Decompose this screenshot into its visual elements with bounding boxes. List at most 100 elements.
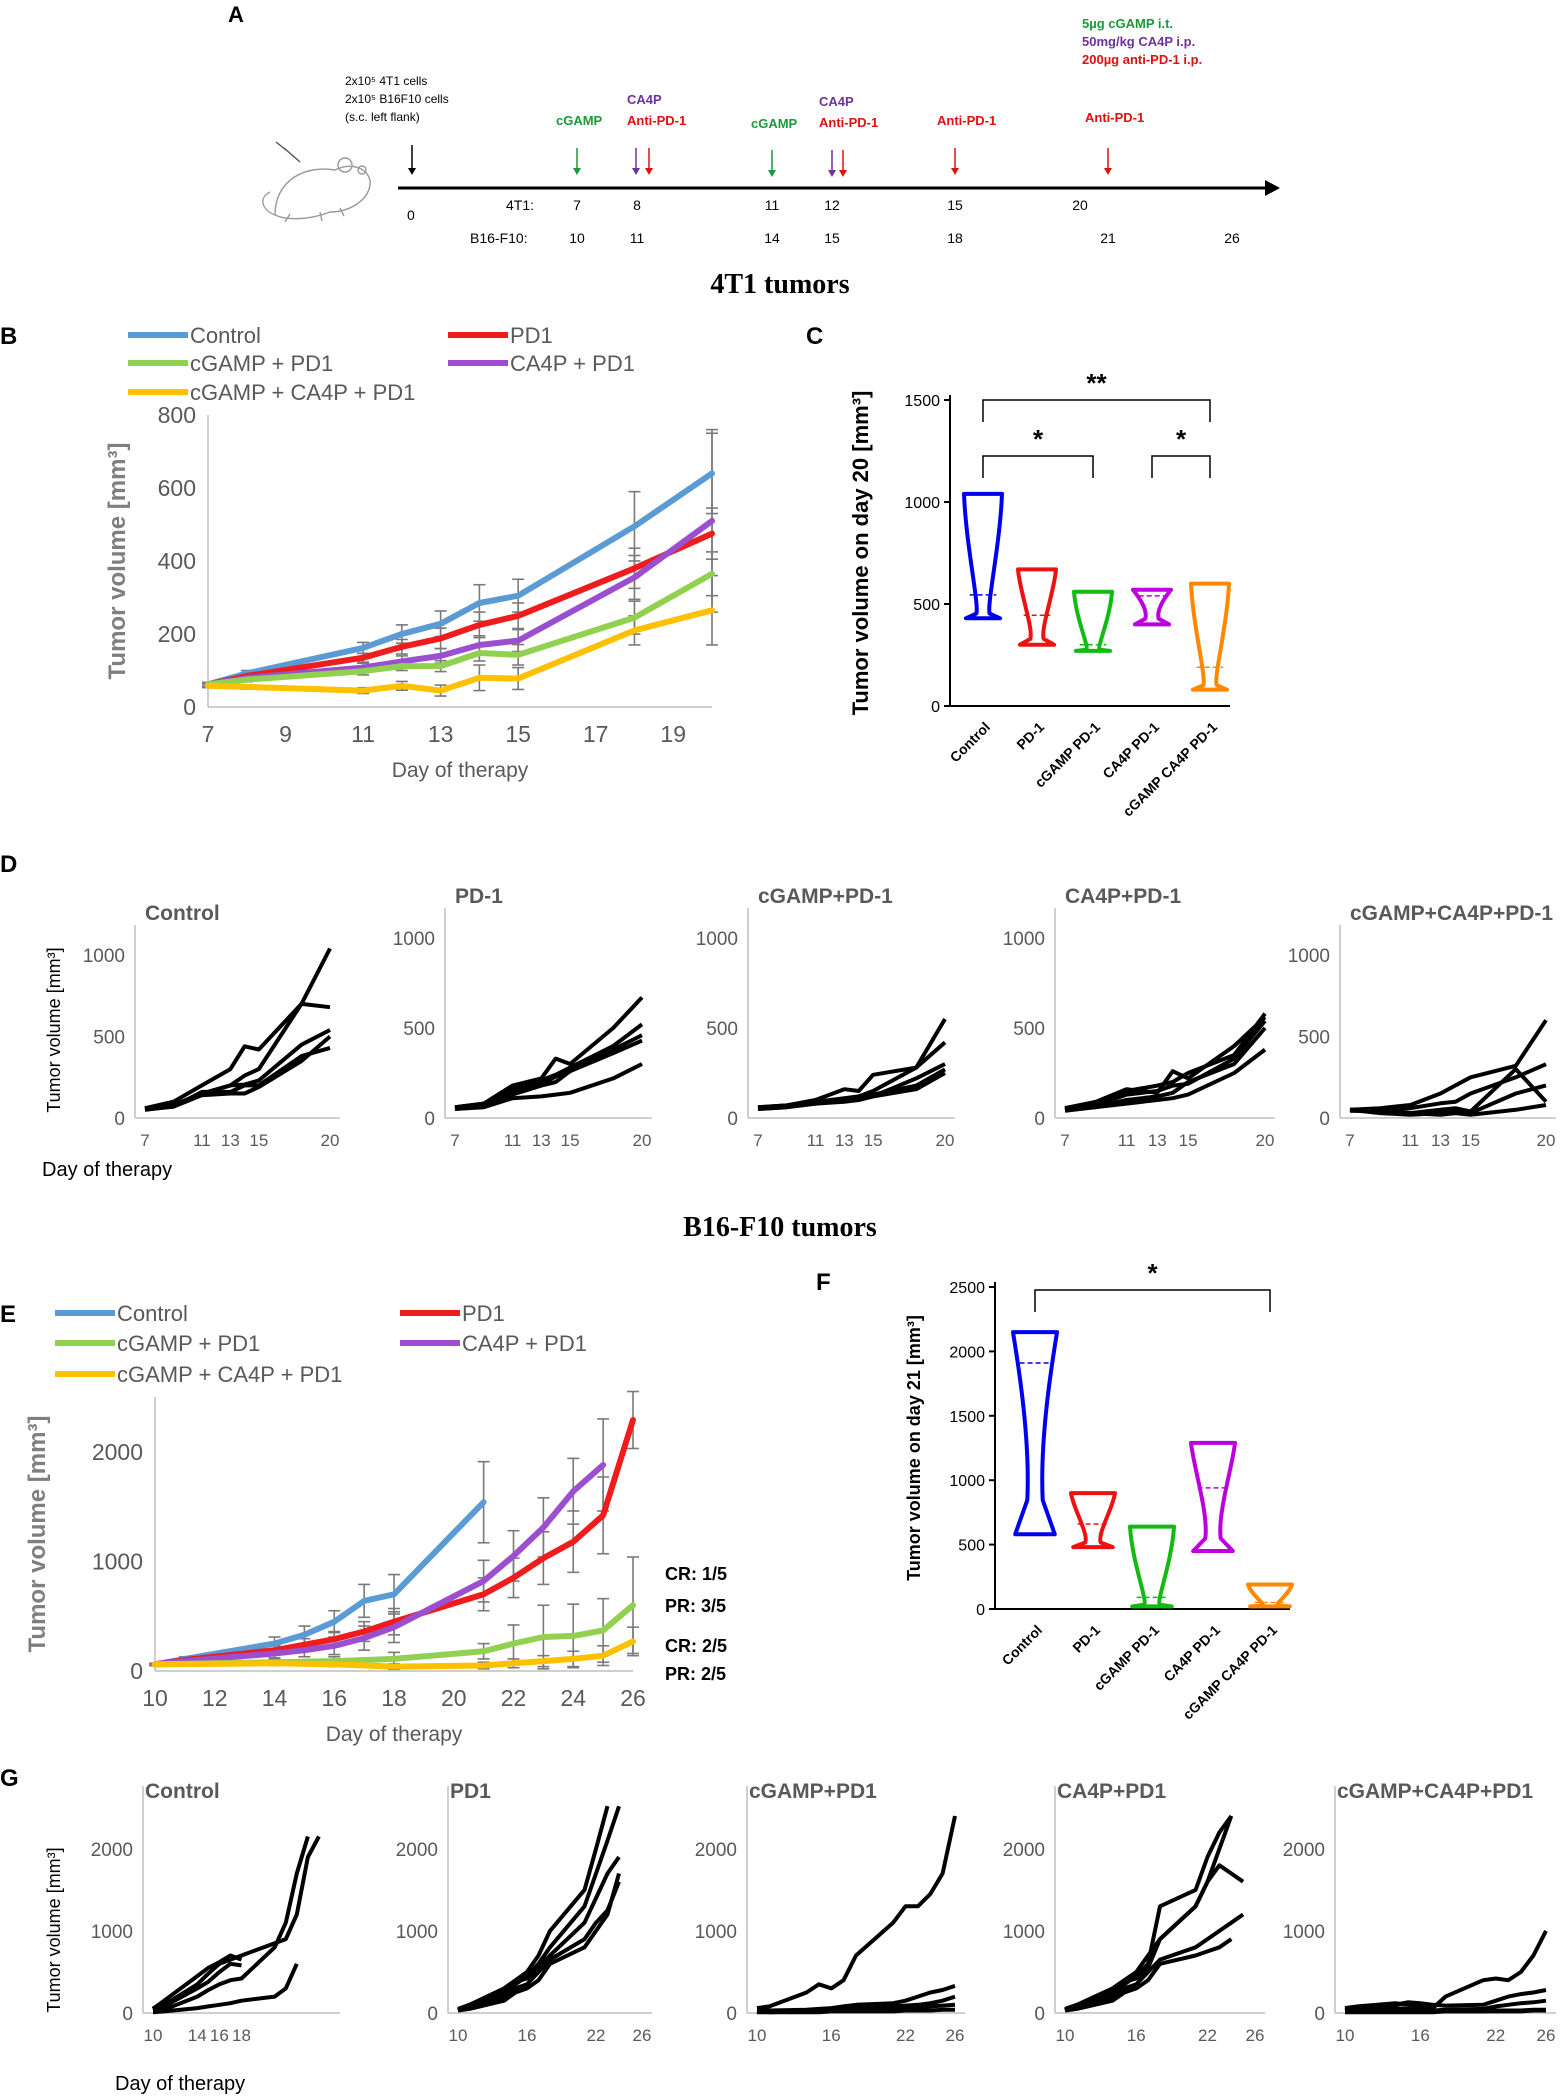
x-tick-label: 16	[822, 2026, 841, 2045]
x-tick-label: 22	[1486, 2026, 1505, 2045]
violin-3	[1131, 587, 1173, 627]
violin-3	[1189, 1440, 1237, 1554]
tumor-line	[1064, 1019, 1267, 1112]
violin-4	[1246, 1582, 1294, 1609]
y-tick-label: 0	[931, 699, 940, 716]
significance-bracket	[1034, 1289, 1271, 1312]
y-tick-label: 800	[158, 402, 196, 428]
panel-letter-a: A	[228, 2, 244, 27]
day-tick-b16: 14	[764, 230, 780, 246]
y-tick-label: 500	[1013, 1019, 1045, 1040]
y-tick-label: 500	[93, 1028, 125, 1049]
y-tick-label: 2000	[1003, 1840, 1045, 1861]
category-label: CA4P PD-1	[1099, 719, 1162, 782]
tumor-line	[152, 1962, 299, 2015]
y-tick-label: 0	[122, 2004, 133, 2025]
x-tick-label: 10	[144, 2026, 163, 2045]
timeline-arrowhead	[1265, 180, 1280, 196]
significance-bracket	[982, 399, 1211, 422]
x-tick-label: 7	[202, 721, 215, 747]
violin-2	[1128, 1524, 1176, 1609]
y-tick-label: 200	[158, 621, 196, 647]
x-tick-label: 14	[188, 2026, 207, 2045]
x-tick-label: 7	[1060, 1131, 1069, 1150]
tumor-line	[757, 2007, 955, 2015]
cr-pr-annotation: CR: 2/5	[665, 1636, 727, 1656]
day-tick-b16: 10	[569, 230, 585, 246]
y-tick-label: 1000	[1283, 1922, 1325, 1943]
spider-panel-0: Control 0 1000 2000 10 14 16 18	[91, 1780, 340, 2045]
y-tick-label: 1000	[1003, 1922, 1045, 1943]
injection-arrows	[408, 145, 1112, 177]
legend-entry: cGAMP + CA4P + PD1	[190, 380, 415, 405]
x-tick-label: 13	[532, 1131, 551, 1150]
day-tick-b16: 15	[824, 230, 840, 246]
x-tick-label: 14	[262, 1685, 288, 1711]
x-tick-label: 22	[1198, 2026, 1217, 2045]
y-tick-label: 500	[958, 1538, 985, 1555]
day-tick-4t1: 11	[765, 197, 780, 213]
x-tick-label: 15	[1461, 1131, 1480, 1150]
x-tick-label: 13	[221, 1131, 240, 1150]
panel-a: A 5µg cGAMP i.t. 50mg/kg CA4P i.p. 200µg…	[228, 2, 1280, 246]
spider-panel-3: CA4P+PD1 0 1000 2000 10 16 22 26	[1003, 1780, 1265, 2045]
violin-4	[1189, 581, 1231, 692]
x-tick-label: 18	[381, 1685, 407, 1711]
y-tick-label: 2000	[91, 1840, 133, 1861]
panel-f-violin-chart: 0 500 1000 1500 2000 2500 Tumor volume on day …	[904, 1258, 1294, 1722]
day-tick-b16: 11	[630, 230, 645, 246]
x-tick-label: 15	[1179, 1131, 1198, 1150]
y-tick-label: 0	[114, 1109, 125, 1130]
significance-label: *	[1176, 424, 1187, 454]
label-ca4p-1: CA4P	[627, 92, 662, 107]
tumor-line	[757, 1071, 946, 1111]
x-tick-label: 7	[450, 1131, 459, 1150]
spider-panel-0: Control 0 500 1000 7 11 13 15 20	[83, 902, 340, 1150]
y-axis-title: Tumor volume [mm³]	[44, 947, 64, 1112]
x-tick-label: 11	[504, 1131, 522, 1150]
x-tick-label: 19	[660, 721, 686, 747]
y-tick-label: 0	[130, 1658, 143, 1684]
y-tick-label: 1500	[949, 1409, 985, 1426]
tumor-line	[1344, 1988, 1547, 2012]
tumor-line	[144, 1028, 331, 1112]
x-tick-label: 17	[583, 721, 609, 747]
spider-title: CA4P+PD1	[1057, 1780, 1166, 1803]
x-tick-label: 11	[1401, 1131, 1419, 1150]
spider-title: CA4P+PD-1	[1065, 885, 1181, 908]
label-ca4p-2: CA4P	[819, 94, 854, 109]
cells-line-3: (s.c. left flank)	[345, 110, 420, 124]
y-tick-label: 2000	[1283, 1840, 1325, 1861]
y-tick-label: 0	[1319, 1109, 1330, 1130]
y-tick-label: 1000	[695, 1922, 737, 1943]
y-tick-label: 0	[427, 2004, 438, 2025]
violin-1	[1069, 1491, 1117, 1550]
tumor-line	[457, 1880, 621, 2012]
y-tick-label: 0	[424, 1109, 435, 1130]
series-line-control	[205, 470, 715, 688]
x-tick-label: 10	[1056, 2026, 1075, 2045]
label-antipd1-3: Anti-PD-1	[937, 113, 996, 128]
cr-pr-annotation: PR: 2/5	[665, 1664, 726, 1684]
day-tick-b16: 21	[1100, 230, 1116, 246]
panel-c-violin-chart: 0 500 1000 1500 Tumor volume on day 20 [mm³]…	[848, 368, 1231, 819]
x-tick-label: 9	[279, 721, 292, 747]
panel-letter-d: D	[0, 851, 17, 878]
x-tick-label: 7	[753, 1131, 762, 1150]
y-tick-label: 0	[727, 1109, 738, 1130]
tumor-line	[756, 1815, 957, 2011]
spider-title: PD1	[450, 1780, 491, 1803]
x-tick-label: 22	[587, 2026, 606, 2045]
x-tick-label: 16	[210, 2026, 229, 2045]
spider-title: cGAMP+PD1	[749, 1780, 877, 1803]
label-cgamp-1: cGAMP	[556, 113, 603, 128]
x-tick-label: 15	[561, 1131, 580, 1150]
x-tick-label: 20	[441, 1685, 467, 1711]
day-tick-4t1: 12	[824, 197, 840, 213]
x-tick-label: 11	[193, 1131, 211, 1150]
x-tick-label: 16	[1127, 2026, 1146, 2045]
label-antipd1-2: Anti-PD-1	[819, 115, 878, 130]
series-line-cgamp_pd1	[205, 570, 715, 688]
